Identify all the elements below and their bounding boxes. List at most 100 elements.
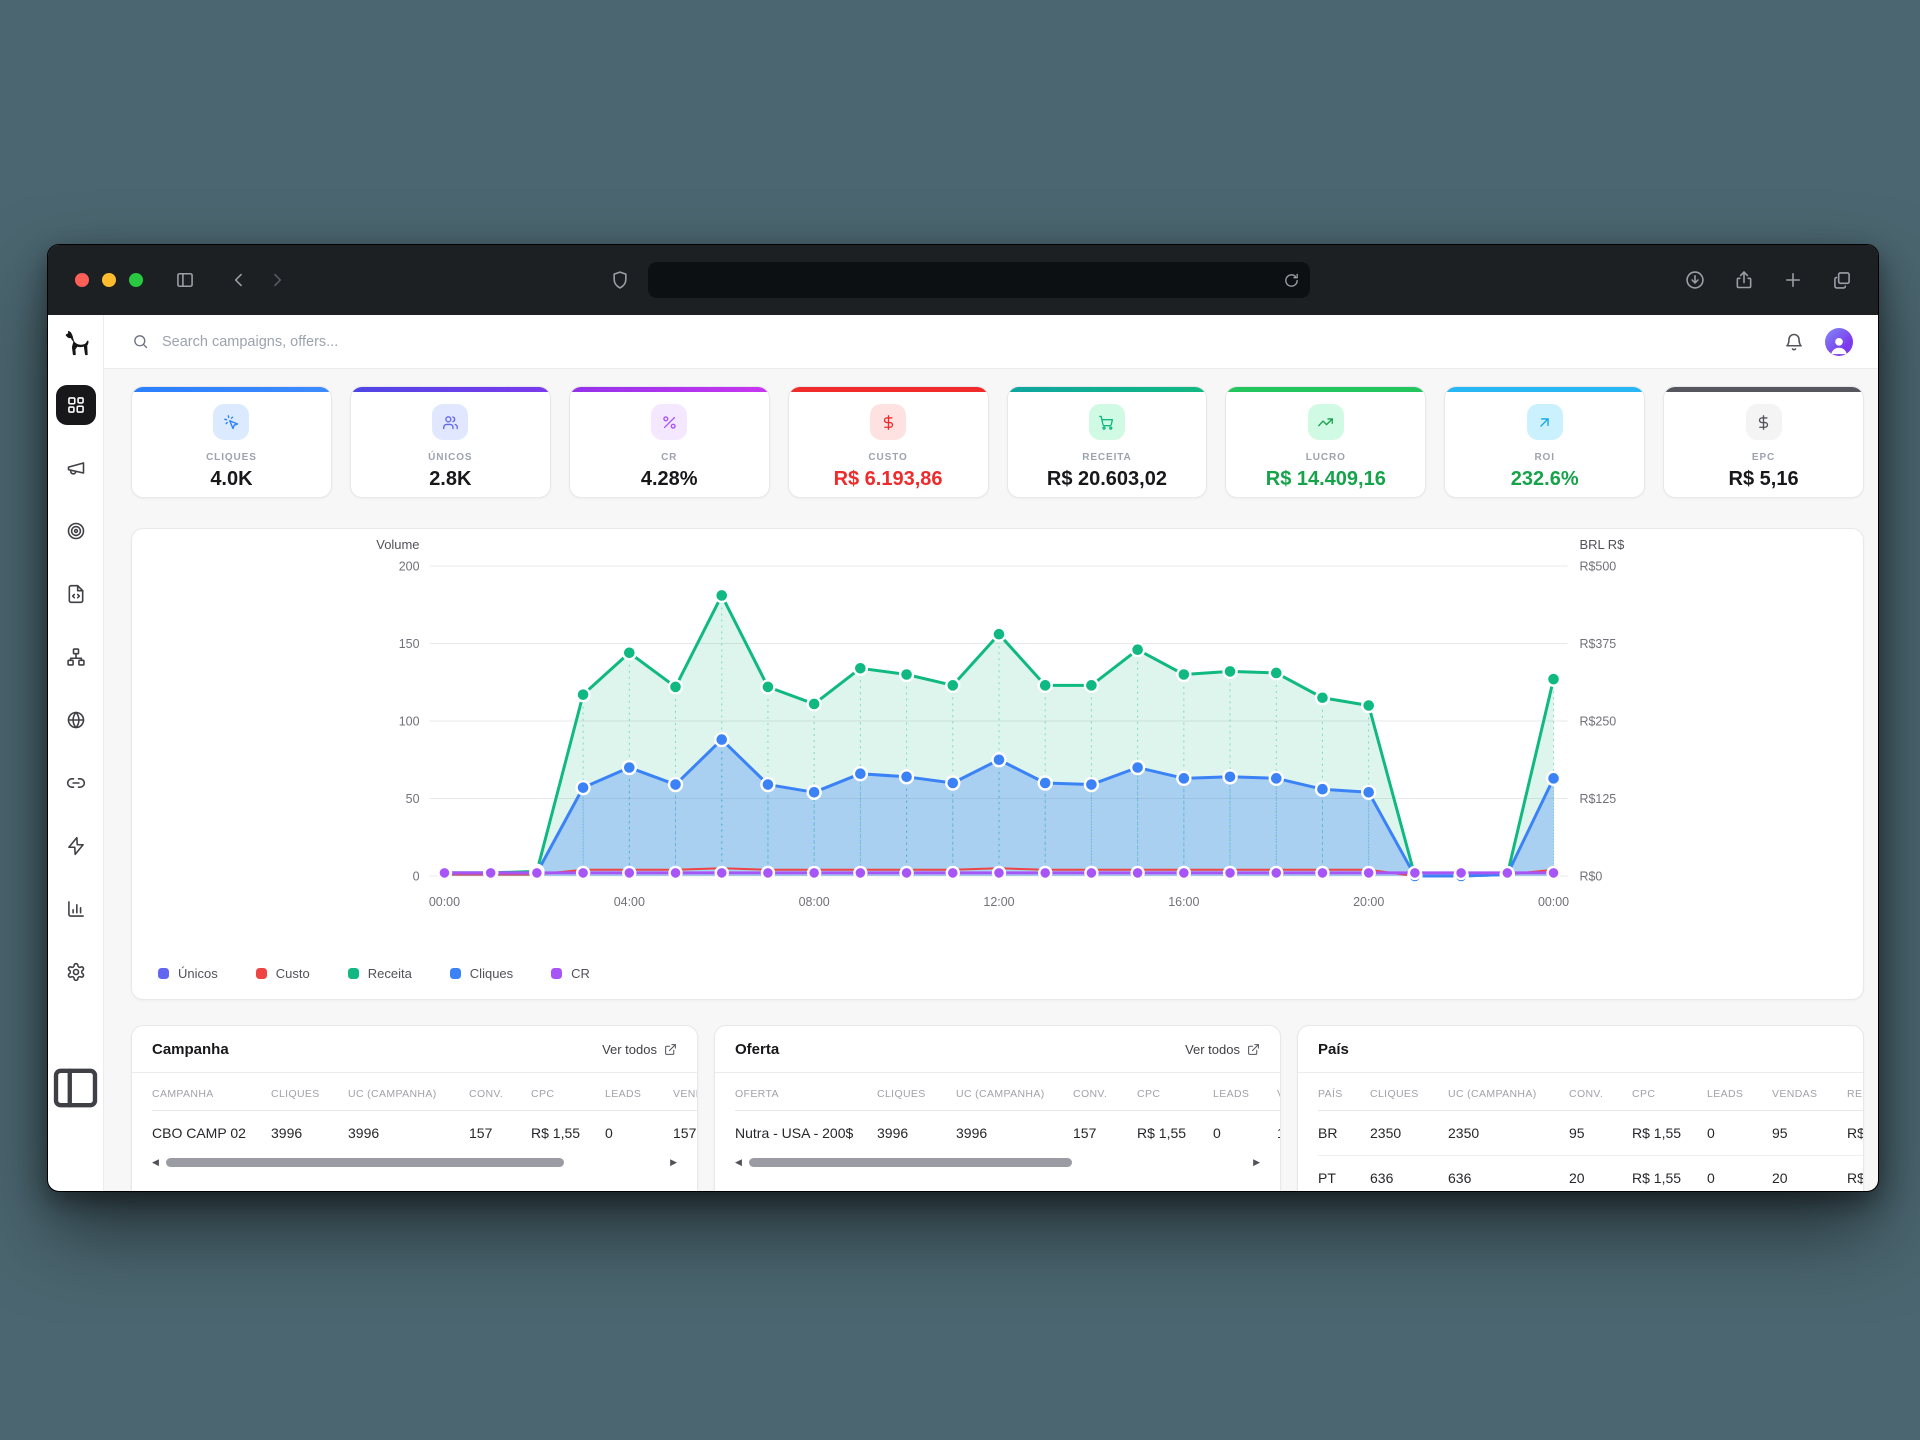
column-header: CLIQUES [1370,1073,1448,1111]
kpi-label: RECEITA [1082,452,1132,463]
address-bar[interactable] [648,262,1310,298]
collapse-sidebar-icon[interactable] [48,1013,103,1163]
users-icon [442,414,459,431]
horizontal-scrollbar[interactable]: ◀ ▶ [152,1158,677,1167]
kpi-value: 232.6% [1510,468,1579,490]
column-header: PAÍS [1318,1073,1370,1111]
kpi-card: LUCRO R$ 14.409,16 [1225,386,1427,498]
new-tab-icon[interactable] [1783,270,1803,290]
table-card-pas: País PAÍS CLIQUES UC (CAMPANHA) CONV. CPC LEA… [1297,1025,1864,1191]
external-link-icon [1247,1043,1260,1056]
legend-item-custo[interactable]: Custo [255,966,310,981]
column-header: OFERTA [735,1073,877,1111]
sidebar-item-landing-pages[interactable] [56,574,96,614]
globe-icon [66,710,86,730]
share-icon[interactable] [1734,270,1754,290]
sidebar-item-links[interactable] [56,763,96,803]
legend-swatch [255,968,267,979]
browser-window: Search campaigns, offers... CLIQUES 4.0K… [47,244,1879,1192]
view-all-link[interactable]: Ver todos [602,1042,677,1057]
kpi-accent-strip [132,387,331,392]
kpi-accent-strip [1007,387,1207,392]
column-header: VENDAS [1277,1073,1280,1111]
column-header: LEADS [1213,1073,1277,1111]
grid-icon [66,395,86,415]
column-header: LEADS [1707,1073,1772,1111]
search-input[interactable]: Search campaigns, offers... [132,333,1784,350]
tab-overview-icon[interactable] [1832,270,1852,290]
scrollbar-thumb[interactable] [748,1158,1073,1167]
shield-icon[interactable] [610,270,630,290]
performance-chart[interactable]: 0 R$0 50 R$125 100 R$250 150 R$375 200 R$500 Volum… [132,529,1863,999]
svg-text:R$250: R$250 [1579,714,1616,728]
sidebar-item-campaigns[interactable] [56,448,96,488]
column-header: CPC [531,1073,605,1111]
svg-text:0: 0 [413,869,420,883]
megaphone-icon [66,458,86,478]
back-button[interactable] [229,270,249,290]
scroll-left-arrow[interactable]: ◀ [152,1157,159,1167]
sidebar-item-flows[interactable] [56,637,96,677]
chart-legend: Únicos Custo Receita Cliques CR [158,966,590,981]
sidebar-item-integrations[interactable] [56,826,96,866]
legend-swatch [551,968,563,979]
kpi-label: LUCRO [1305,452,1346,463]
browser-toolbar [48,245,1878,315]
kpi-row: CLIQUES 4.0K ÚNICOS 2.8K CR 4.28% CUSTO … [131,386,1864,498]
scroll-left-arrow[interactable]: ◀ [735,1157,742,1167]
app: Search campaigns, offers... CLIQUES 4.0K… [48,315,1878,1191]
kpi-accent-strip [569,387,769,392]
svg-text:08:00: 08:00 [799,895,830,909]
legend-swatch [158,968,169,979]
kpi-accent-strip [1226,387,1426,392]
sidebar-item-domains[interactable] [56,700,96,740]
sidebar-item-reports[interactable] [56,889,96,929]
reload-icon[interactable] [1283,272,1300,289]
legend-item-nicos[interactable]: Únicos [158,966,218,981]
column-header: VENDAS [1772,1073,1847,1111]
kpi-accent-strip [1664,387,1863,392]
column-header: UC (CAMPANHA) [956,1073,1073,1111]
sidebar [48,315,104,1191]
table-card-title: Campanha [152,1041,229,1058]
kpi-card: EPC R$ 5,16 [1663,386,1864,498]
close-button[interactable] [75,273,89,287]
table-card-title: Oferta [735,1041,780,1058]
horizontal-scrollbar[interactable]: ◀ ▶ [735,1158,1260,1167]
svg-text:200: 200 [399,559,420,573]
sidebar-item-dashboard[interactable] [55,385,96,425]
forward-button[interactable] [267,270,287,290]
kpi-accent-strip [1445,387,1645,392]
svg-text:100: 100 [399,714,420,728]
minimize-button[interactable] [102,273,116,287]
column-header: RECEITA (CO [1847,1073,1863,1111]
kpi-label: EPC [1751,452,1776,463]
svg-text:R$375: R$375 [1579,637,1616,651]
dog-logo [62,330,90,358]
scrollbar-thumb[interactable] [165,1158,564,1167]
sidebar-toggle-icon[interactable] [175,270,195,290]
sidebar-item-offers[interactable] [56,511,96,551]
sidebar-item-settings[interactable] [56,952,96,992]
scroll-right-arrow[interactable]: ▶ [1253,1157,1260,1167]
trending-up-icon [1317,414,1334,431]
kpi-card: CUSTO R$ 6.193,86 [787,386,989,498]
download-icon[interactable] [1685,270,1705,290]
legend-item-cliques[interactable]: Cliques [449,966,513,981]
scroll-right-arrow[interactable]: ▶ [670,1157,677,1167]
legend-item-receita[interactable]: Receita [347,966,412,981]
bell-icon[interactable] [1784,332,1804,352]
dashboard-main: CLIQUES 4.0K ÚNICOS 2.8K CR 4.28% CUSTO … [104,369,1878,1191]
view-all-link[interactable]: Ver todos [1185,1042,1260,1057]
kpi-card: ROI 232.6% [1444,386,1646,498]
network-icon [66,647,86,667]
legend-item-cr[interactable]: CR [551,966,590,981]
svg-text:04:00: 04:00 [614,895,645,909]
zoom-button[interactable] [129,273,143,287]
avatar[interactable] [1825,327,1853,356]
